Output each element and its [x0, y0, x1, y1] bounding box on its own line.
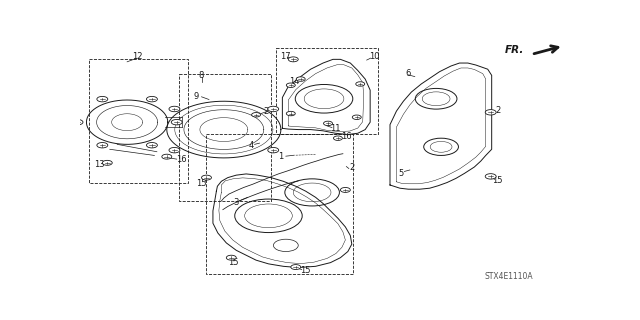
- Circle shape: [268, 148, 278, 153]
- Circle shape: [296, 77, 305, 81]
- Bar: [89, 59, 188, 182]
- Circle shape: [227, 255, 236, 260]
- Circle shape: [162, 154, 172, 159]
- Circle shape: [485, 174, 496, 179]
- Circle shape: [147, 96, 157, 102]
- Circle shape: [147, 142, 157, 148]
- Circle shape: [286, 83, 295, 87]
- Circle shape: [252, 113, 260, 117]
- Text: 15: 15: [300, 266, 311, 275]
- Text: 12: 12: [132, 52, 142, 61]
- Circle shape: [268, 106, 278, 112]
- Circle shape: [169, 148, 180, 153]
- Text: 6: 6: [406, 69, 411, 78]
- Text: 15: 15: [228, 258, 239, 267]
- Text: 10: 10: [369, 52, 380, 61]
- Bar: [179, 74, 271, 201]
- Circle shape: [333, 136, 342, 140]
- Text: 2: 2: [264, 107, 269, 116]
- Bar: [207, 134, 353, 274]
- Circle shape: [97, 142, 108, 148]
- Text: 2: 2: [495, 106, 500, 115]
- Text: 14: 14: [289, 77, 300, 86]
- Circle shape: [352, 115, 361, 119]
- Circle shape: [291, 265, 301, 269]
- Text: 4: 4: [248, 141, 253, 150]
- Text: 8: 8: [199, 71, 204, 80]
- Text: 15: 15: [492, 176, 503, 185]
- Circle shape: [72, 119, 83, 125]
- Circle shape: [324, 121, 332, 126]
- Circle shape: [286, 111, 295, 116]
- Text: 17: 17: [280, 52, 291, 61]
- Circle shape: [172, 119, 182, 125]
- Circle shape: [356, 82, 365, 86]
- Bar: [276, 48, 378, 134]
- Text: 5: 5: [399, 169, 404, 178]
- Circle shape: [169, 106, 180, 112]
- Text: 9: 9: [194, 92, 199, 101]
- Text: 11: 11: [330, 124, 340, 133]
- Circle shape: [485, 110, 496, 115]
- Text: 16: 16: [177, 155, 187, 164]
- Circle shape: [102, 160, 112, 165]
- Text: FR.: FR.: [504, 45, 524, 55]
- Text: 2: 2: [349, 163, 355, 172]
- Circle shape: [202, 175, 211, 180]
- Circle shape: [288, 57, 298, 62]
- Text: 1: 1: [278, 152, 284, 161]
- Text: 16: 16: [342, 132, 352, 141]
- Circle shape: [340, 188, 350, 192]
- Text: 15: 15: [196, 179, 207, 188]
- Text: STX4E1110A: STX4E1110A: [484, 272, 533, 281]
- Text: 13: 13: [95, 160, 105, 169]
- Text: 3: 3: [234, 198, 239, 207]
- Circle shape: [97, 96, 108, 102]
